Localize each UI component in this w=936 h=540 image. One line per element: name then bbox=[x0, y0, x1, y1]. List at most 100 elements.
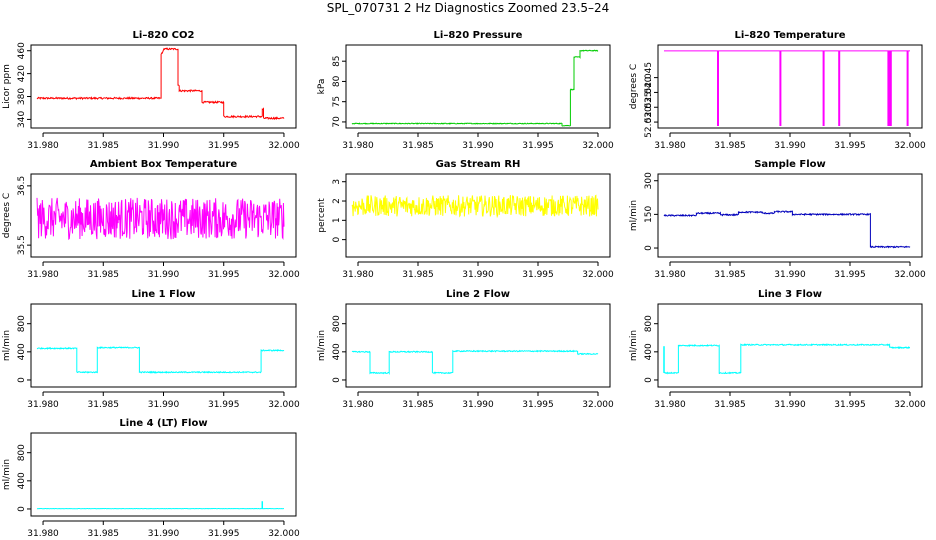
panel-title: Li–820 CO2 bbox=[133, 30, 195, 41]
y-axis-label: ml/min bbox=[2, 330, 12, 361]
x-tick-label: 31.995 bbox=[208, 141, 240, 151]
x-tick-label: 31.995 bbox=[522, 270, 554, 280]
x-tick-label: 31.980 bbox=[342, 141, 374, 151]
y-tick-label: 35.5 bbox=[17, 235, 27, 255]
y-tick-label: 800 bbox=[17, 444, 27, 461]
x-tick-label: 31.990 bbox=[774, 141, 806, 151]
panel-2: Li–820 Pressure kPa 70 75 80 85 31.980 31.985 31… bbox=[317, 30, 614, 151]
plot-frame bbox=[345, 173, 611, 258]
x-tick-label: 32.000 bbox=[582, 141, 614, 151]
y-tick-label: 70 bbox=[332, 116, 342, 128]
x-tick-label: 31.980 bbox=[27, 141, 59, 151]
x-tick-label: 31.990 bbox=[148, 270, 180, 280]
plot-frame bbox=[657, 303, 923, 388]
panel-1: Li–820 CO2 Licor ppm 340 380 420 460 31.980 31.… bbox=[2, 30, 300, 151]
panel-4: Ambient Box Temperature degrees C 35.5 36.5… bbox=[2, 159, 300, 280]
x-tick-label: 31.995 bbox=[522, 141, 554, 151]
y-tick-label: 0 bbox=[17, 506, 27, 512]
x-tick-label: 31.985 bbox=[402, 270, 434, 280]
y-axis-label: kPa bbox=[317, 79, 327, 95]
x-tick-label: 31.990 bbox=[774, 270, 806, 280]
y-tick-label: 0 bbox=[17, 377, 27, 383]
panel-title: Gas Stream RH bbox=[436, 159, 521, 170]
data-series bbox=[36, 197, 285, 241]
y-tick-label: 800 bbox=[332, 315, 342, 332]
x-tick-label: 31.995 bbox=[208, 529, 240, 539]
x-tick-label: 31.985 bbox=[88, 141, 120, 151]
y-tick-label: 2 bbox=[332, 198, 342, 204]
panel-title: Line 1 Flow bbox=[132, 289, 196, 300]
panel-5: Gas Stream RH percent 0 1 2 3 31.980 31.985 31.9… bbox=[317, 159, 614, 280]
data-series bbox=[351, 349, 599, 375]
x-tick-label: 31.980 bbox=[27, 400, 59, 410]
y-tick-label: 400 bbox=[17, 472, 27, 489]
x-tick-label: 31.980 bbox=[342, 400, 374, 410]
panel-title: Ambient Box Temperature bbox=[90, 159, 237, 170]
x-tick-label: 32.000 bbox=[268, 529, 300, 539]
x-tick-label: 31.980 bbox=[342, 270, 374, 280]
panel-6: Sample Flow ml/min 0 150 300 31.980 31.985 31.9… bbox=[629, 159, 926, 280]
y-tick-label: 420 bbox=[17, 65, 27, 82]
y-tick-label: 150 bbox=[644, 206, 654, 223]
panel-8: Line 2 Flow ml/min 0 400 800 31.980 31.985 31.9… bbox=[317, 289, 614, 410]
y-tick-label: 85 bbox=[332, 55, 342, 66]
data-series bbox=[663, 210, 911, 249]
x-tick-label: 31.995 bbox=[834, 270, 866, 280]
x-tick-label: 32.000 bbox=[268, 400, 300, 410]
panel-title: Sample Flow bbox=[754, 159, 826, 170]
x-tick-label: 31.985 bbox=[88, 270, 120, 280]
panel-9: Line 3 Flow ml/min 0 400 800 31.980 31.985 31.9… bbox=[629, 289, 926, 410]
x-tick-label: 31.985 bbox=[88, 529, 120, 539]
y-tick-label: 0 bbox=[644, 377, 654, 383]
x-tick-label: 31.990 bbox=[148, 529, 180, 539]
figure-title: SPL_070731 2 Hz Diagnostics Zoomed 23.5–… bbox=[326, 1, 610, 15]
x-tick-label: 31.980 bbox=[654, 400, 686, 410]
plot-frame bbox=[657, 173, 923, 258]
y-tick-label: 800 bbox=[644, 315, 654, 332]
x-tick-label: 32.000 bbox=[894, 270, 926, 280]
y-axis-label: degrees C bbox=[2, 193, 12, 238]
x-tick-label: 31.985 bbox=[714, 270, 746, 280]
x-tick-label: 31.980 bbox=[654, 141, 686, 151]
plot-frame bbox=[30, 303, 297, 388]
x-tick-label: 31.985 bbox=[714, 141, 746, 151]
panel-title: Li–820 Pressure bbox=[434, 30, 523, 41]
y-tick-label: 0 bbox=[332, 236, 342, 242]
y-tick-label: 300 bbox=[644, 172, 654, 189]
x-tick-label: 31.995 bbox=[834, 141, 866, 151]
y-axis-label: ml/min bbox=[629, 200, 639, 231]
y-tick-label: 75 bbox=[332, 96, 342, 107]
data-series bbox=[36, 346, 285, 374]
x-tick-label: 31.995 bbox=[522, 400, 554, 410]
y-tick-label: 52.045 bbox=[644, 62, 654, 94]
y-tick-label: 800 bbox=[17, 315, 27, 332]
x-tick-label: 31.985 bbox=[88, 400, 120, 410]
y-tick-label: 80 bbox=[332, 75, 342, 87]
x-tick-label: 31.990 bbox=[462, 270, 494, 280]
y-axis-label: ml/min bbox=[317, 330, 327, 361]
x-tick-label: 31.990 bbox=[462, 141, 494, 151]
x-tick-label: 32.000 bbox=[894, 141, 926, 151]
y-axis-label: Licor ppm bbox=[2, 64, 12, 109]
panel-7: Line 1 Flow ml/min 0 400 800 31.980 31.985 31.9… bbox=[2, 289, 300, 410]
y-tick-label: 400 bbox=[644, 343, 654, 360]
x-tick-label: 31.980 bbox=[27, 270, 59, 280]
panel-title: Li–820 Temperature bbox=[734, 30, 845, 41]
x-tick-label: 31.990 bbox=[774, 400, 806, 410]
y-axis-label: ml/min bbox=[2, 459, 12, 490]
x-tick-label: 31.985 bbox=[402, 141, 434, 151]
x-tick-label: 32.000 bbox=[894, 400, 926, 410]
panel-title: Line 4 (LT) Flow bbox=[119, 418, 207, 429]
y-axis-label: ml/min bbox=[629, 330, 639, 361]
x-tick-label: 32.000 bbox=[582, 400, 614, 410]
y-tick-label: 52.030 bbox=[644, 106, 654, 138]
y-tick-label: 52.035 bbox=[644, 92, 654, 124]
x-tick-label: 31.985 bbox=[402, 400, 434, 410]
panel-3: Li–820 Temperature degrees C 52.03052.0355… bbox=[629, 30, 926, 151]
x-tick-label: 32.000 bbox=[268, 141, 300, 151]
x-tick-label: 32.000 bbox=[582, 270, 614, 280]
plot-frame bbox=[30, 44, 297, 129]
data-series bbox=[351, 194, 599, 219]
y-tick-label: 52.040 bbox=[644, 76, 654, 108]
y-axis-label: degrees C bbox=[629, 64, 639, 109]
